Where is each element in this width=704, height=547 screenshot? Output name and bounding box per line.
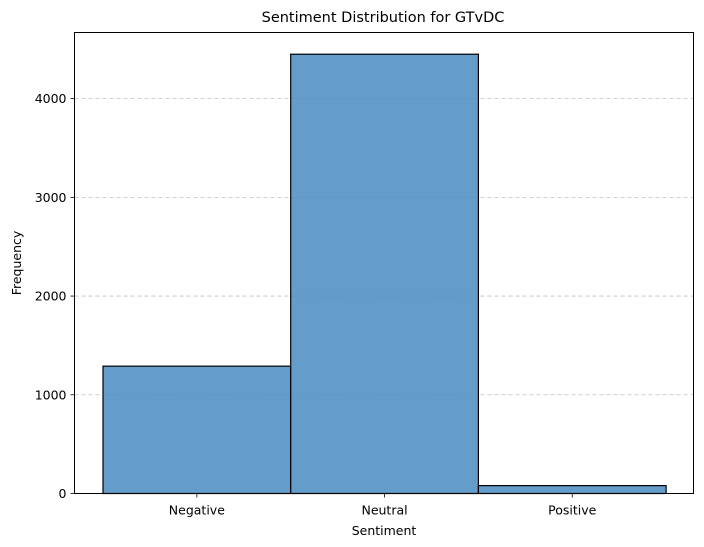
x-tick-label-neutral: Neutral [361,503,407,518]
bar-negative [102,365,292,495]
x-tick-label-negative: Negative [169,503,225,518]
x-axis-ticks: Negative Neutral Positive [169,493,597,518]
bar-neutral [290,53,480,495]
x-axis-label: Sentiment [352,523,417,538]
y-tick-label: 4000 [35,91,67,106]
bar-positive [477,485,667,495]
y-tick-label: 0 [59,486,67,501]
x-tick-label-positive: Positive [548,503,596,518]
bar-layer [102,53,667,495]
y-axis-label: Frequency [9,230,24,295]
plot-frame [74,32,694,494]
chart-title: Sentiment Distribution for GTvDC [262,10,505,26]
y-tick-label: 1000 [35,387,67,402]
y-tick-label: 3000 [35,190,67,205]
y-axis-ticks: 0 1000 2000 3000 4000 [35,91,75,501]
y-tick-label: 2000 [35,289,67,304]
